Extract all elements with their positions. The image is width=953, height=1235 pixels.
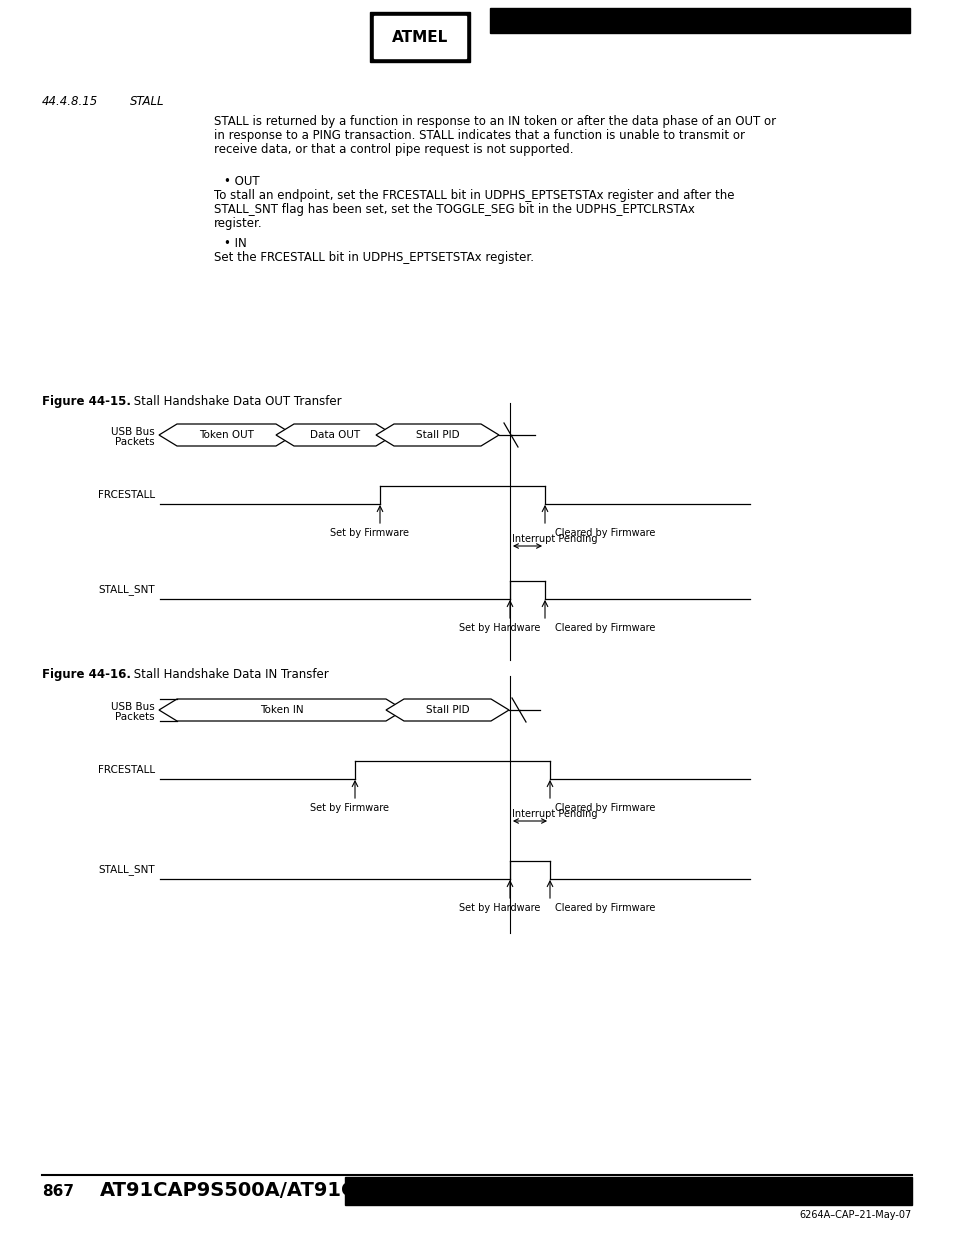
Text: FRCESTALL: FRCESTALL <box>98 764 154 776</box>
Text: STALL_SNT: STALL_SNT <box>98 864 154 876</box>
Bar <box>345 1177 911 1205</box>
Text: • IN: • IN <box>224 237 247 249</box>
Polygon shape <box>386 699 509 721</box>
Bar <box>374 16 465 58</box>
Polygon shape <box>159 424 294 446</box>
Text: USB Bus: USB Bus <box>112 701 154 713</box>
Text: Packets: Packets <box>115 713 154 722</box>
Text: Stall Handshake Data OUT Transfer: Stall Handshake Data OUT Transfer <box>130 395 341 408</box>
Text: Cleared by Firmware: Cleared by Firmware <box>555 622 655 634</box>
Text: • OUT: • OUT <box>224 175 259 188</box>
Polygon shape <box>159 699 403 721</box>
Text: Figure 44-15.: Figure 44-15. <box>42 395 131 408</box>
Text: Data OUT: Data OUT <box>310 430 359 440</box>
Text: Set by Firmware: Set by Firmware <box>330 529 409 538</box>
Text: USB Bus: USB Bus <box>112 427 154 437</box>
Text: Interrupt Pending: Interrupt Pending <box>512 534 597 543</box>
Text: Set by Firmware: Set by Firmware <box>310 803 389 813</box>
Text: Stall Handshake Data IN Transfer: Stall Handshake Data IN Transfer <box>130 668 329 680</box>
Text: Stall PID: Stall PID <box>416 430 458 440</box>
Bar <box>370 12 470 62</box>
Text: STALL is returned by a function in response to an IN token or after the data pha: STALL is returned by a function in respo… <box>213 115 776 128</box>
Text: register.: register. <box>213 217 262 230</box>
Text: 44.4.8.15: 44.4.8.15 <box>42 95 98 107</box>
Text: Cleared by Firmware: Cleared by Firmware <box>555 803 655 813</box>
Bar <box>490 7 909 33</box>
Text: To stall an endpoint, set the FRCESTALL bit in UDPHS_EPTSETSTAx register and aft: To stall an endpoint, set the FRCESTALL … <box>213 189 734 203</box>
Text: receive data, or that a control pipe request is not supported.: receive data, or that a control pipe req… <box>213 143 573 156</box>
Text: Interrupt Pending: Interrupt Pending <box>512 809 597 819</box>
Text: Token IN: Token IN <box>259 705 303 715</box>
Polygon shape <box>275 424 394 446</box>
Text: STALL: STALL <box>130 95 164 107</box>
Text: STALL_SNT flag has been set, set the TOGGLE_SEG bit in the UDPHS_EPTCLRSTAx: STALL_SNT flag has been set, set the TOG… <box>213 203 694 216</box>
Text: ATMEL: ATMEL <box>392 30 448 44</box>
Text: Set by Hardware: Set by Hardware <box>458 903 540 913</box>
Text: STALL_SNT: STALL_SNT <box>98 584 154 595</box>
Text: FRCESTALL: FRCESTALL <box>98 490 154 500</box>
Text: Figure 44-16.: Figure 44-16. <box>42 668 131 680</box>
Text: Cleared by Firmware: Cleared by Firmware <box>555 529 655 538</box>
Polygon shape <box>375 424 498 446</box>
Text: Set the FRCESTALL bit in UDPHS_EPTSETSTAx register.: Set the FRCESTALL bit in UDPHS_EPTSETSTA… <box>213 251 534 264</box>
Text: AT91CAP9S500A/AT91CAP9S250A: AT91CAP9S500A/AT91CAP9S250A <box>100 1182 468 1200</box>
Text: Token OUT: Token OUT <box>199 430 253 440</box>
Text: Packets: Packets <box>115 437 154 447</box>
Text: in response to a PING transaction. STALL indicates that a function is unable to : in response to a PING transaction. STALL… <box>213 128 744 142</box>
Text: 867: 867 <box>42 1183 74 1198</box>
Text: Cleared by Firmware: Cleared by Firmware <box>555 903 655 913</box>
Text: 6264A–CAP–21-May-07: 6264A–CAP–21-May-07 <box>799 1210 911 1220</box>
Text: Set by Hardware: Set by Hardware <box>458 622 540 634</box>
Text: Stall PID: Stall PID <box>425 705 469 715</box>
